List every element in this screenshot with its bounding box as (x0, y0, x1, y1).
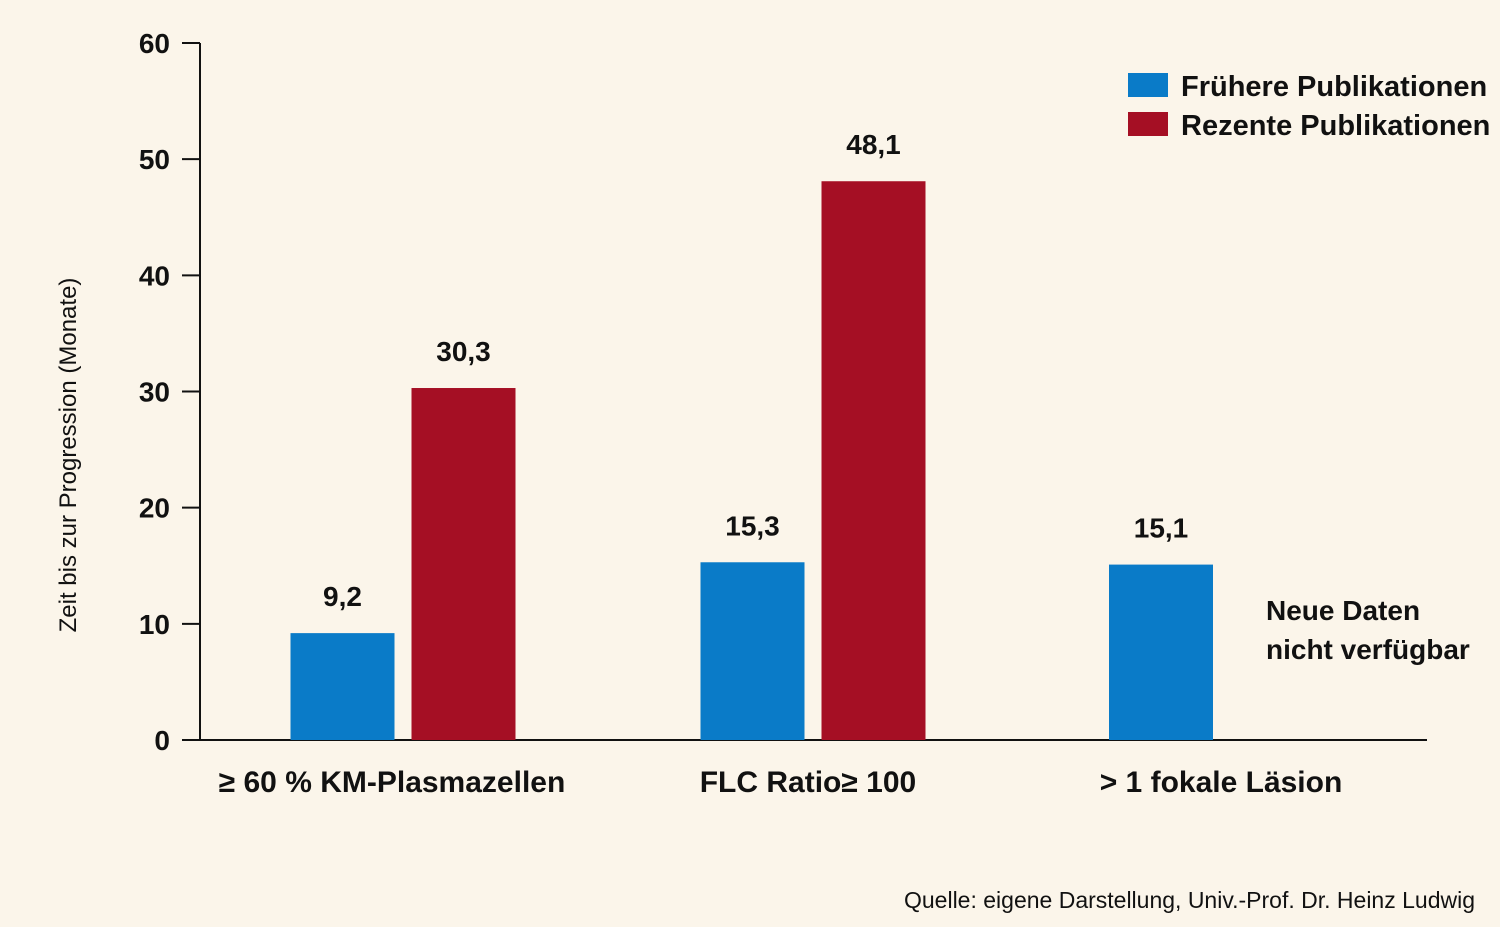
legend-swatch-frühere (1128, 73, 1168, 97)
y-tick-label-30: 30 (139, 377, 170, 408)
bar-cat1-series1 (290, 633, 395, 740)
legend-label-rezente: Rezente Publikationen (1181, 110, 1490, 142)
category-label-1: ≥ 60 % KM-Plasmazellen (219, 766, 566, 799)
value-label-cat1-series2: 30,3 (436, 336, 491, 367)
value-label-cat2-series2: 48,1 (846, 129, 901, 160)
note-line-1: Neue Daten (1266, 595, 1420, 626)
bar-cat2-series2 (821, 181, 926, 740)
y-axis-label: Zeit bis zur Progression (Monate) (55, 278, 82, 633)
category-labels: ≥ 60 % KM-Plasmazellen FLC Ratio≥ 100 > 1 … (219, 766, 1343, 799)
bar-cat3-series1 (1109, 564, 1213, 740)
bar-cat1-series2 (411, 388, 516, 740)
no-data-note: Neue Daten nicht verfügbar (1266, 595, 1470, 665)
y-tick-label-0: 0 (154, 725, 170, 756)
source-note: Quelle: eigene Darstellung, Univ.-Prof. … (904, 887, 1475, 913)
category-label-2: FLC Ratio≥ 100 (700, 766, 917, 799)
y-tick-label-50: 50 (139, 144, 170, 175)
value-label-cat1-series1: 9,2 (323, 581, 362, 612)
note-line-2: nicht verfügbar (1266, 634, 1470, 665)
bars: 9,2 30,3 15,3 48,1 15,1 (290, 129, 1213, 740)
y-tick-label-60: 60 (139, 28, 170, 59)
y-tick-label-40: 40 (139, 260, 170, 291)
legend-swatch-rezente (1128, 112, 1168, 136)
y-tick-label-20: 20 (139, 493, 170, 524)
legend: Frühere Publikationen Rezente Publikatio… (1128, 71, 1490, 142)
y-ticks: 0 10 20 30 40 50 60 (139, 28, 200, 756)
category-label-3: > 1 fokale Läsion (1100, 766, 1343, 799)
bar-cat2-series1 (700, 562, 805, 740)
legend-label-frühere: Frühere Publikationen (1181, 71, 1487, 103)
value-label-cat3-series1: 15,1 (1134, 513, 1189, 544)
value-label-cat2-series1: 15,3 (725, 510, 780, 541)
y-tick-label-10: 10 (139, 609, 170, 640)
